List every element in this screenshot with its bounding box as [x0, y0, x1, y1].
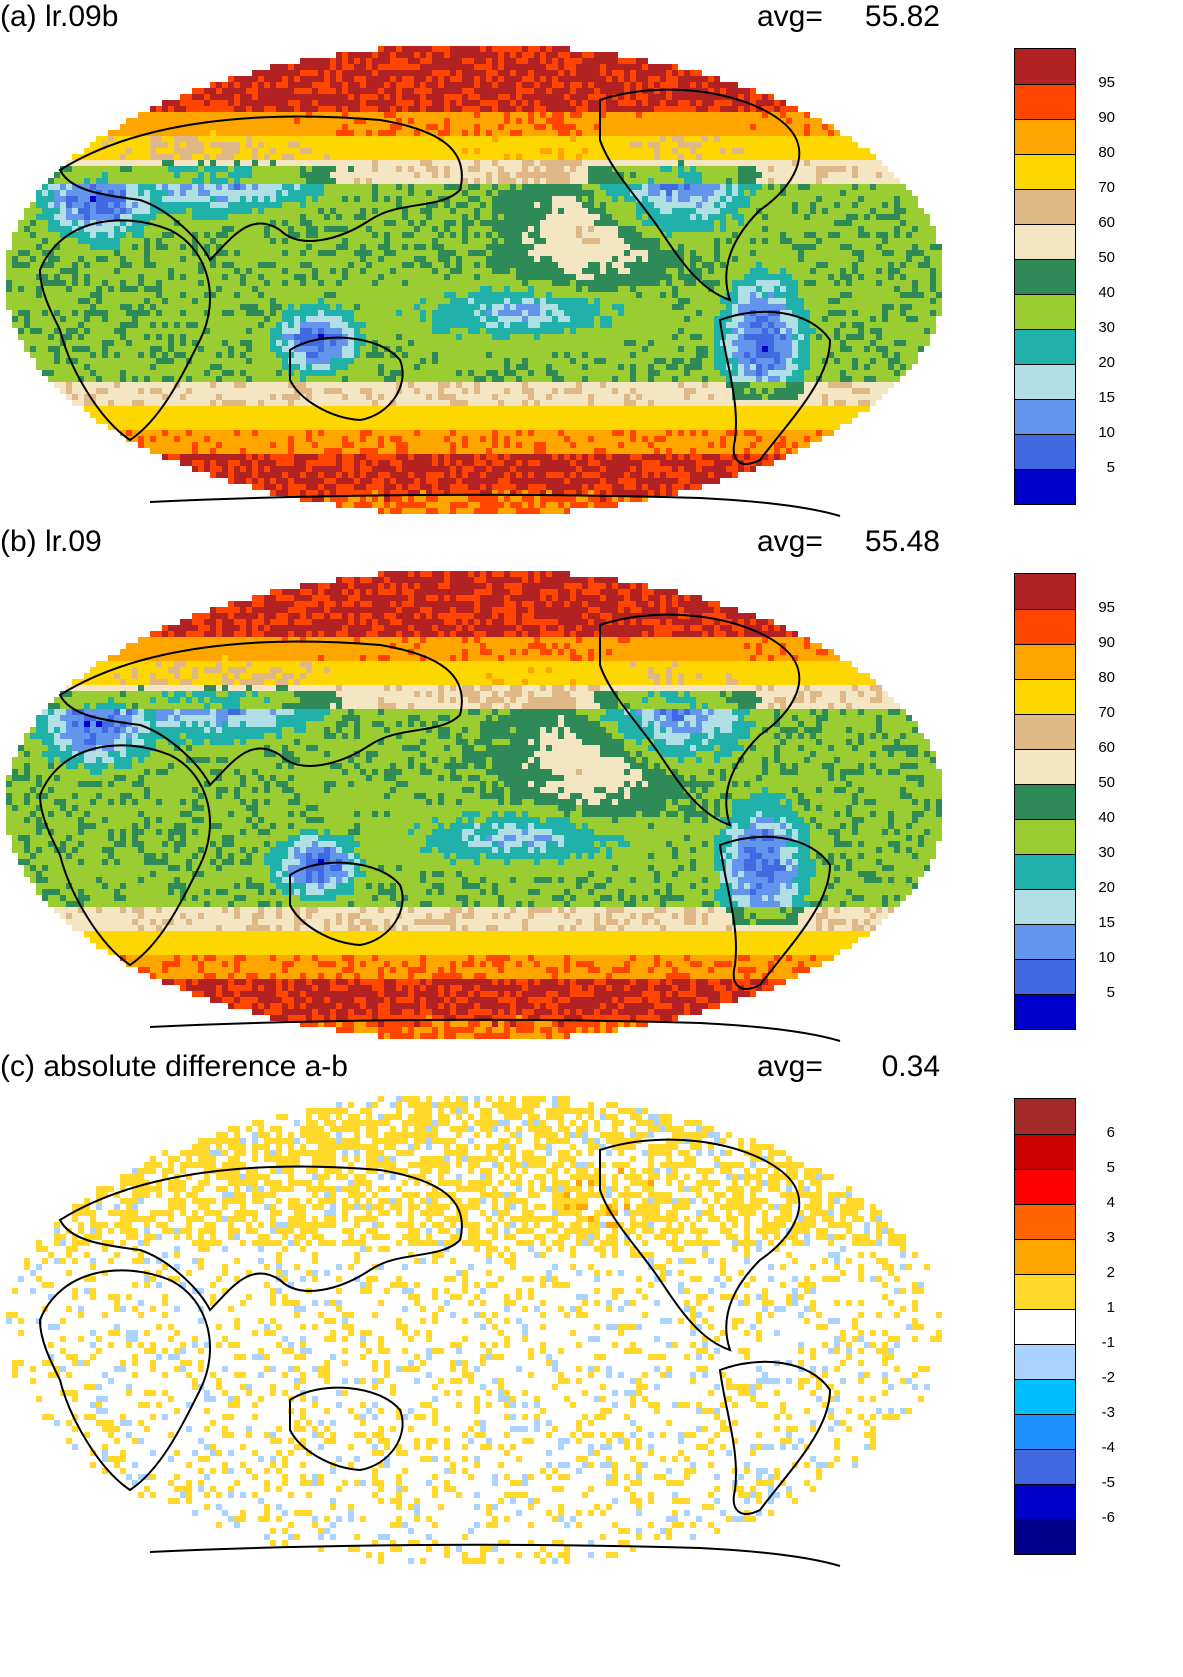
colorbar-tick-label: 2 — [1083, 1264, 1115, 1281]
map-field — [6, 571, 942, 1039]
colorbar-swatch — [1015, 1099, 1075, 1134]
colorbar-swatch — [1015, 259, 1075, 294]
map-field — [6, 46, 942, 514]
colorbar-swatch — [1015, 224, 1075, 259]
colorbar-tick-label: -3 — [1083, 1404, 1115, 1421]
colorbar-swatch — [1015, 714, 1075, 749]
global-map — [6, 1096, 942, 1567]
coastline-icon — [38, 88, 841, 517]
colorbar-tick-label: 60 — [1083, 214, 1115, 231]
colorbar — [1014, 48, 1076, 505]
colorbar-tick-label: 20 — [1083, 879, 1115, 896]
colorbar-tick-label: 50 — [1083, 249, 1115, 266]
colorbar-tick-label: 30 — [1083, 319, 1115, 336]
colorbar-swatch — [1015, 1204, 1075, 1239]
panel-title: (b) lr.09 — [0, 525, 102, 559]
avg-value: 0.34 — [830, 1050, 940, 1084]
colorbar-swatch — [1015, 49, 1075, 84]
map-field — [6, 1096, 942, 1564]
colorbar-tick-label: 40 — [1083, 284, 1115, 301]
colorbar-tick-label: -1 — [1083, 1334, 1115, 1351]
colorbar-swatch — [1015, 994, 1075, 1029]
colorbar-swatch — [1015, 819, 1075, 854]
colorbar-tick-label: 15 — [1083, 914, 1115, 931]
colorbar-tick-label: 70 — [1083, 179, 1115, 196]
colorbar-swatch — [1015, 1344, 1075, 1379]
colorbar-tick-label: 5 — [1083, 459, 1115, 476]
colorbar-swatch — [1015, 84, 1075, 119]
colorbar-swatch — [1015, 119, 1075, 154]
colorbar-tick-label: 10 — [1083, 424, 1115, 441]
colorbar-swatch — [1015, 574, 1075, 609]
colorbar-tick-label: 80 — [1083, 669, 1115, 686]
colorbar-swatch — [1015, 434, 1075, 469]
colorbar-swatch — [1015, 1239, 1075, 1274]
colorbar-tick-label: 15 — [1083, 389, 1115, 406]
colorbar-tick-label: 1 — [1083, 1299, 1115, 1316]
colorbar-swatch — [1015, 924, 1075, 959]
colorbar-tick-label: -2 — [1083, 1369, 1115, 1386]
colorbar-swatch — [1015, 1484, 1075, 1519]
colorbar-tick-label: 90 — [1083, 634, 1115, 651]
colorbar-tick-label: 6 — [1083, 1124, 1115, 1141]
colorbar-swatch — [1015, 399, 1075, 434]
colorbar-swatch — [1015, 889, 1075, 924]
panel-a: (a) lr.09b avg= 55.82 95 90 80 70 60 50 40 30 20… — [0, 0, 1183, 520]
colorbar-tick-label: 70 — [1083, 704, 1115, 721]
avg-label: avg= — [757, 525, 823, 559]
colorbar-swatch — [1015, 1169, 1075, 1204]
colorbar-swatch — [1015, 609, 1075, 644]
colorbar — [1014, 1098, 1076, 1555]
avg-value: 55.48 — [830, 525, 940, 559]
coastline-icon — [38, 1138, 841, 1567]
colorbar-swatch — [1015, 959, 1075, 994]
colorbar-swatch — [1015, 784, 1075, 819]
colorbar-tick-label: -4 — [1083, 1439, 1115, 1456]
panel-b: (b) lr.09 avg= 55.48 95 90 80 70 60 50 40 30 20 1… — [0, 525, 1183, 1045]
colorbar-tick-label: 40 — [1083, 809, 1115, 826]
panel-title: (a) lr.09b — [0, 0, 118, 34]
colorbar-tick-label: 10 — [1083, 949, 1115, 966]
colorbar-swatch — [1015, 1134, 1075, 1169]
global-map — [6, 46, 942, 517]
colorbar-tick-label: -6 — [1083, 1509, 1115, 1526]
colorbar-swatch — [1015, 679, 1075, 714]
avg-label: avg= — [757, 1050, 823, 1084]
colorbar-swatch — [1015, 854, 1075, 889]
colorbar-tick-label: 90 — [1083, 109, 1115, 126]
colorbar-swatch — [1015, 1274, 1075, 1309]
colorbar-swatch — [1015, 329, 1075, 364]
avg-label: avg= — [757, 0, 823, 34]
colorbar-swatch — [1015, 1519, 1075, 1554]
colorbar-swatch — [1015, 1379, 1075, 1414]
panel-c: (c) absolute difference a-b avg= 0.34 6 5… — [0, 1050, 1183, 1570]
colorbar-tick-label: -5 — [1083, 1474, 1115, 1491]
colorbar-swatch — [1015, 469, 1075, 504]
colorbar-swatch — [1015, 644, 1075, 679]
colorbar-swatch — [1015, 364, 1075, 399]
panel-title: (c) absolute difference a-b — [0, 1050, 348, 1084]
colorbar-swatch — [1015, 1449, 1075, 1484]
colorbar-tick-label: 4 — [1083, 1194, 1115, 1211]
colorbar-tick-label: 5 — [1083, 1159, 1115, 1176]
colorbar-swatch — [1015, 1414, 1075, 1449]
colorbar-tick-label: 95 — [1083, 599, 1115, 616]
colorbar-swatch — [1015, 1309, 1075, 1344]
avg-value: 55.82 — [830, 0, 940, 34]
colorbar-tick-label: 30 — [1083, 844, 1115, 861]
colorbar-tick-label: 3 — [1083, 1229, 1115, 1246]
colorbar-tick-label: 50 — [1083, 774, 1115, 791]
colorbar-tick-label: 95 — [1083, 74, 1115, 91]
colorbar-tick-label: 20 — [1083, 354, 1115, 371]
colorbar-tick-label: 60 — [1083, 739, 1115, 756]
colorbar-swatch — [1015, 294, 1075, 329]
colorbar — [1014, 573, 1076, 1030]
colorbar-tick-label: 5 — [1083, 984, 1115, 1001]
colorbar-tick-label: 80 — [1083, 144, 1115, 161]
colorbar-swatch — [1015, 749, 1075, 784]
coastline-icon — [38, 613, 841, 1042]
colorbar-swatch — [1015, 154, 1075, 189]
global-map — [6, 571, 942, 1042]
colorbar-swatch — [1015, 189, 1075, 224]
